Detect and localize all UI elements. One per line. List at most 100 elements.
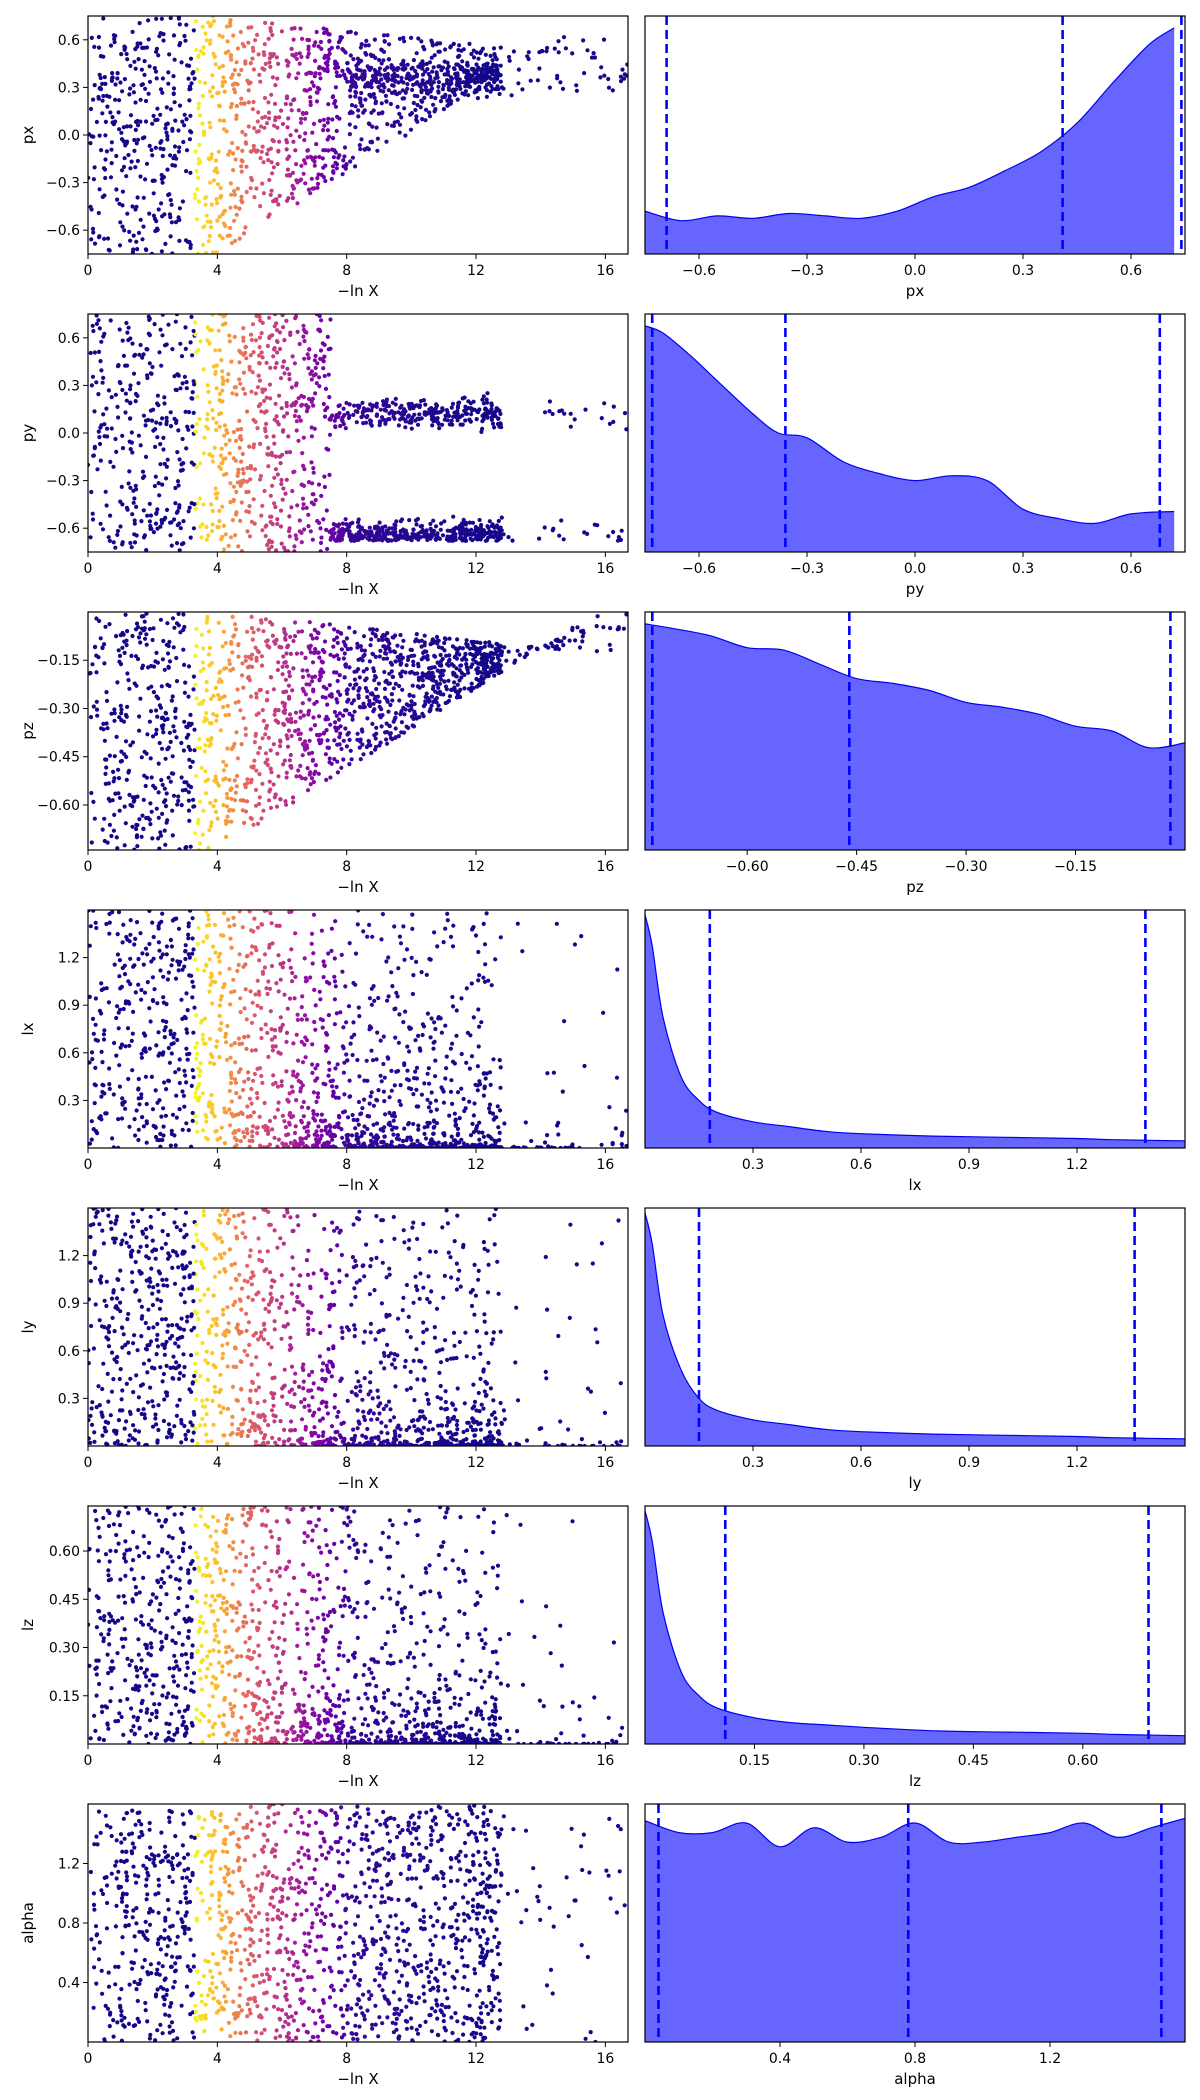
scatter-point [416, 531, 421, 536]
scatter-point [193, 831, 198, 836]
scatter-point [195, 251, 200, 254]
scatter-point [151, 213, 156, 218]
scatter-point [289, 385, 294, 390]
scatter-point [110, 71, 115, 76]
scatter-point [144, 632, 149, 637]
scatter-point [227, 438, 232, 443]
scatter-point [509, 93, 514, 98]
scatter-point [109, 147, 114, 152]
scatter-point [482, 979, 488, 984]
scatter-point [335, 640, 340, 646]
scatter-point [278, 524, 283, 529]
scatter-point [499, 650, 504, 655]
scatter-point [144, 161, 150, 166]
scatter-point [467, 41, 472, 47]
scatter-point [303, 776, 308, 781]
scatter-point [460, 59, 465, 64]
scatter-point [381, 656, 386, 661]
scatter-point [294, 400, 299, 405]
scatter-point [102, 816, 107, 821]
scatter-point [177, 505, 182, 510]
scatter-point [92, 446, 97, 451]
scatter-point [125, 57, 130, 62]
scatter-point [171, 156, 176, 161]
scatter-point [506, 649, 511, 654]
scatter-point [298, 418, 303, 423]
scatter-point [182, 1104, 187, 1109]
scatter-point [259, 816, 264, 821]
y-tick-label: −0.45 [37, 750, 80, 766]
scatter-point [337, 73, 343, 78]
scatter-point [498, 525, 503, 530]
scatter-point [260, 181, 265, 186]
scatter-point [449, 418, 454, 423]
scatter-point [208, 125, 213, 130]
scatter-point [131, 233, 136, 238]
scatter-point [361, 669, 366, 674]
scatter-point [476, 949, 481, 955]
scatter-point [97, 441, 103, 447]
scatter-point [444, 1066, 449, 1071]
scatter-point [120, 446, 126, 451]
scatter-point [236, 470, 241, 475]
scatter-point [96, 94, 101, 100]
scatter-point [122, 650, 127, 656]
scatter-point [415, 119, 420, 124]
scatter-point [515, 921, 520, 926]
scatter-point [282, 627, 287, 632]
scatter-point [207, 957, 212, 962]
scatter-point [378, 407, 383, 412]
scatter-point [126, 325, 131, 330]
scatter-point [472, 407, 477, 412]
scatter-point [261, 160, 266, 165]
scatter-point [236, 467, 241, 472]
scatter-point [396, 410, 401, 415]
scatter-point [196, 106, 201, 111]
scatter-point [350, 717, 355, 722]
scatter-point [160, 214, 165, 219]
scatter-point [348, 159, 353, 164]
scatter-point [581, 628, 586, 634]
scatter-point [151, 178, 156, 183]
scatter-point [131, 799, 136, 804]
scatter-point [574, 88, 580, 93]
scatter-point [461, 80, 466, 85]
scatter-point [190, 1068, 195, 1073]
scatter-point [327, 395, 332, 400]
scatter-point [299, 177, 304, 182]
scatter-point [391, 635, 396, 640]
scatter-point [214, 386, 219, 391]
scatter-point [120, 338, 125, 343]
scatter-point [149, 775, 154, 780]
scatter-point [161, 447, 166, 452]
scatter-point [196, 821, 201, 826]
scatter-point [210, 85, 215, 90]
scatter-point [354, 420, 359, 425]
scatter-point [131, 488, 136, 493]
scatter-point [272, 475, 277, 480]
scatter-point [177, 145, 182, 150]
scatter-point [166, 745, 171, 750]
scatter-point [249, 25, 254, 30]
scatter-point [160, 782, 165, 788]
scatter-point [395, 119, 400, 124]
scatter-point [431, 102, 436, 107]
scatter-point [133, 399, 138, 404]
scatter-point [312, 163, 317, 168]
scatter-point [135, 123, 141, 128]
scatter-point [140, 475, 146, 480]
scatter-point [177, 457, 182, 462]
scatter-point [246, 489, 251, 494]
scatter-point [97, 187, 102, 192]
scatter-point [250, 370, 255, 375]
scatter-point [117, 98, 122, 103]
scatter-point [470, 538, 475, 543]
scatter-point [150, 637, 155, 643]
scatter-point [412, 701, 417, 707]
scatter-point [216, 525, 221, 530]
scatter-point [218, 185, 223, 191]
scatter-point [271, 52, 276, 57]
scatter-point [427, 110, 432, 115]
trace-panel-px: 0 4 8 12 16−0.6−0.30.00.30.6−ln Xpx [19, 15, 629, 300]
scatter-point [153, 1088, 158, 1093]
